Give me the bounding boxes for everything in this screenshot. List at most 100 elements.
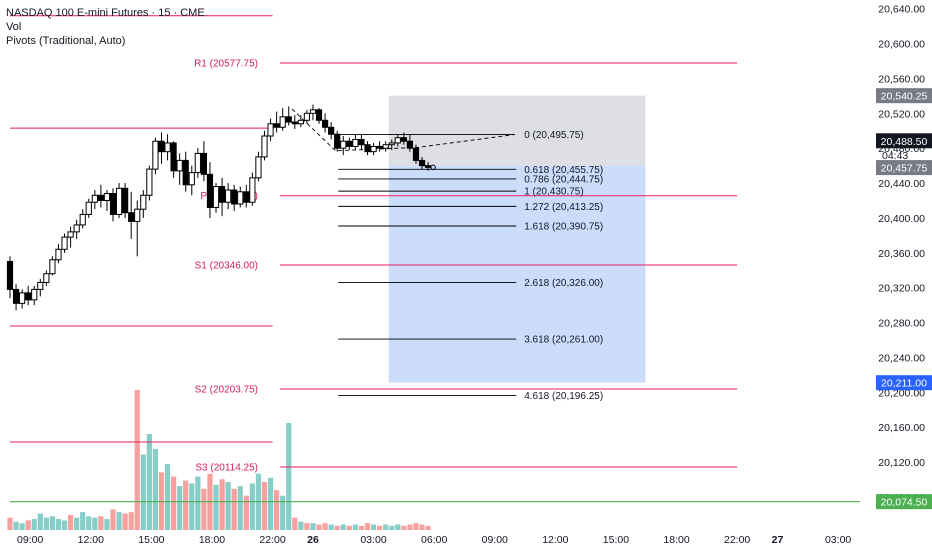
candle-body <box>152 140 159 170</box>
volume-bar <box>298 521 304 530</box>
candle-body <box>182 159 189 186</box>
volume-bar <box>116 512 122 530</box>
price-tick-label: 20,240.00 <box>878 352 925 364</box>
candle-body <box>176 159 183 172</box>
volume-bar <box>104 519 110 530</box>
fib-level-label: 0.786 (20,444.75) <box>524 174 603 185</box>
candle-body <box>225 189 232 203</box>
volume-bar <box>189 483 195 530</box>
countdown-label: 04:43 <box>882 150 908 162</box>
pivot-label: S2 (20203.75) <box>195 385 258 396</box>
time-tick-label: 18:00 <box>199 534 225 546</box>
candle-body <box>346 140 353 147</box>
volume-bar <box>395 524 401 530</box>
candle-body <box>103 193 111 201</box>
volume-bar <box>13 521 19 530</box>
candle-body <box>140 194 147 210</box>
candle-body <box>279 116 286 128</box>
volume-bar <box>134 390 140 530</box>
time-tick-label: 03:00 <box>360 534 386 546</box>
volume-bar <box>80 512 86 530</box>
candle-body <box>291 121 298 125</box>
candle-body <box>122 187 129 214</box>
price-tick-label: 20,120.00 <box>878 457 925 469</box>
candle-body <box>303 112 311 121</box>
fib-trend-path <box>291 108 516 152</box>
candle-body <box>188 172 195 186</box>
volume-bar <box>219 479 225 530</box>
pivot-label: S3 (20114.25) <box>195 463 258 474</box>
candle-body <box>406 140 414 149</box>
pivot-label: S1 (20346.00) <box>195 261 258 272</box>
stop-zone <box>388 165 646 383</box>
candle-body <box>55 248 62 261</box>
target-zone <box>388 95 646 166</box>
volume-bar <box>425 525 431 530</box>
time-tick-label: 15:00 <box>603 534 629 546</box>
volume-bar <box>225 481 231 530</box>
long-position-box[interactable] <box>388 95 646 383</box>
volume-bar <box>261 481 268 530</box>
fib-level-label: 4.618 (20,196.25) <box>524 391 603 402</box>
candle-body <box>321 119 329 128</box>
price-axis[interactable]: 20,080.0020,120.0020,160.0020,200.0020,2… <box>878 4 925 504</box>
volume-bar <box>310 523 316 530</box>
volume-bar <box>31 519 37 530</box>
volume-bar <box>110 509 116 530</box>
volume-bar <box>43 517 49 530</box>
candle-body <box>358 138 365 146</box>
volume-indicator-label[interactable]: Vol <box>6 21 22 33</box>
candle-body <box>19 292 26 304</box>
volume-bar <box>213 484 219 530</box>
time-tick-label: 09:00 <box>17 534 43 546</box>
candle-body <box>340 140 347 149</box>
price-tick-label: 20,600.00 <box>878 39 925 51</box>
volume-bar <box>340 524 346 530</box>
candle-body <box>73 224 80 233</box>
price-tag-label: 20,457.75 <box>881 163 928 175</box>
fib-level-label: 3.618 (20,261.00) <box>524 335 603 346</box>
price-tick-label: 20,440.00 <box>878 178 925 190</box>
pivots-indicator-label[interactable]: Pivots (Traditional, Auto) <box>6 35 126 47</box>
price-tick-label: 20,520.00 <box>878 108 925 120</box>
price-tag <box>876 375 932 391</box>
fib-extension[interactable]: 0 (20,495.75) 0.618 (20,455.75)0.786 (20,… <box>291 108 603 402</box>
candle-body <box>418 159 426 167</box>
volume-bar <box>195 476 201 530</box>
candle-body <box>109 193 117 215</box>
time-axis[interactable]: 09:00 12:00 15:00 18:00 22:00 26 03:00 06:00 09:… <box>17 534 851 546</box>
volume-bar <box>25 520 31 530</box>
symbol-title[interactable]: NASDAQ 100 E-mini Futures · 15 · CME <box>6 7 205 19</box>
fib-level-label: 1.618 (20,390.75) <box>524 221 603 232</box>
candle-body <box>370 145 377 153</box>
price-tick-label: 20,640.00 <box>878 4 925 16</box>
volume-bar <box>177 486 183 530</box>
volume-bar <box>413 523 419 530</box>
price-tick-label: 20,320.00 <box>878 283 925 295</box>
last-price-dot <box>430 164 436 171</box>
volume-bar <box>7 517 13 530</box>
volume-bar <box>346 525 352 530</box>
volume-bar <box>358 525 365 530</box>
candle-body <box>334 133 341 149</box>
candle-body <box>146 168 153 196</box>
volume-bar <box>171 476 177 530</box>
volume-bar <box>316 524 322 530</box>
volume-bar <box>237 486 243 530</box>
volume-bar <box>140 454 146 530</box>
volume-bar <box>19 523 25 530</box>
candle-body <box>382 144 389 149</box>
fib-level-label: 0 (20,495.75) <box>524 130 584 141</box>
volume-bar <box>377 525 383 530</box>
price-tick-label: 20,560.00 <box>878 73 925 85</box>
candle-body <box>255 156 262 179</box>
candle-body <box>128 212 135 222</box>
fib-level-label: 1 (20,430.75) <box>524 187 584 198</box>
candle-body <box>61 236 68 250</box>
volume-bar <box>249 483 255 530</box>
candle-body <box>91 194 98 203</box>
time-tick-label: 06:00 <box>421 534 447 546</box>
volume-bar <box>243 495 249 530</box>
price-tag-label: 20,211.00 <box>881 378 927 390</box>
